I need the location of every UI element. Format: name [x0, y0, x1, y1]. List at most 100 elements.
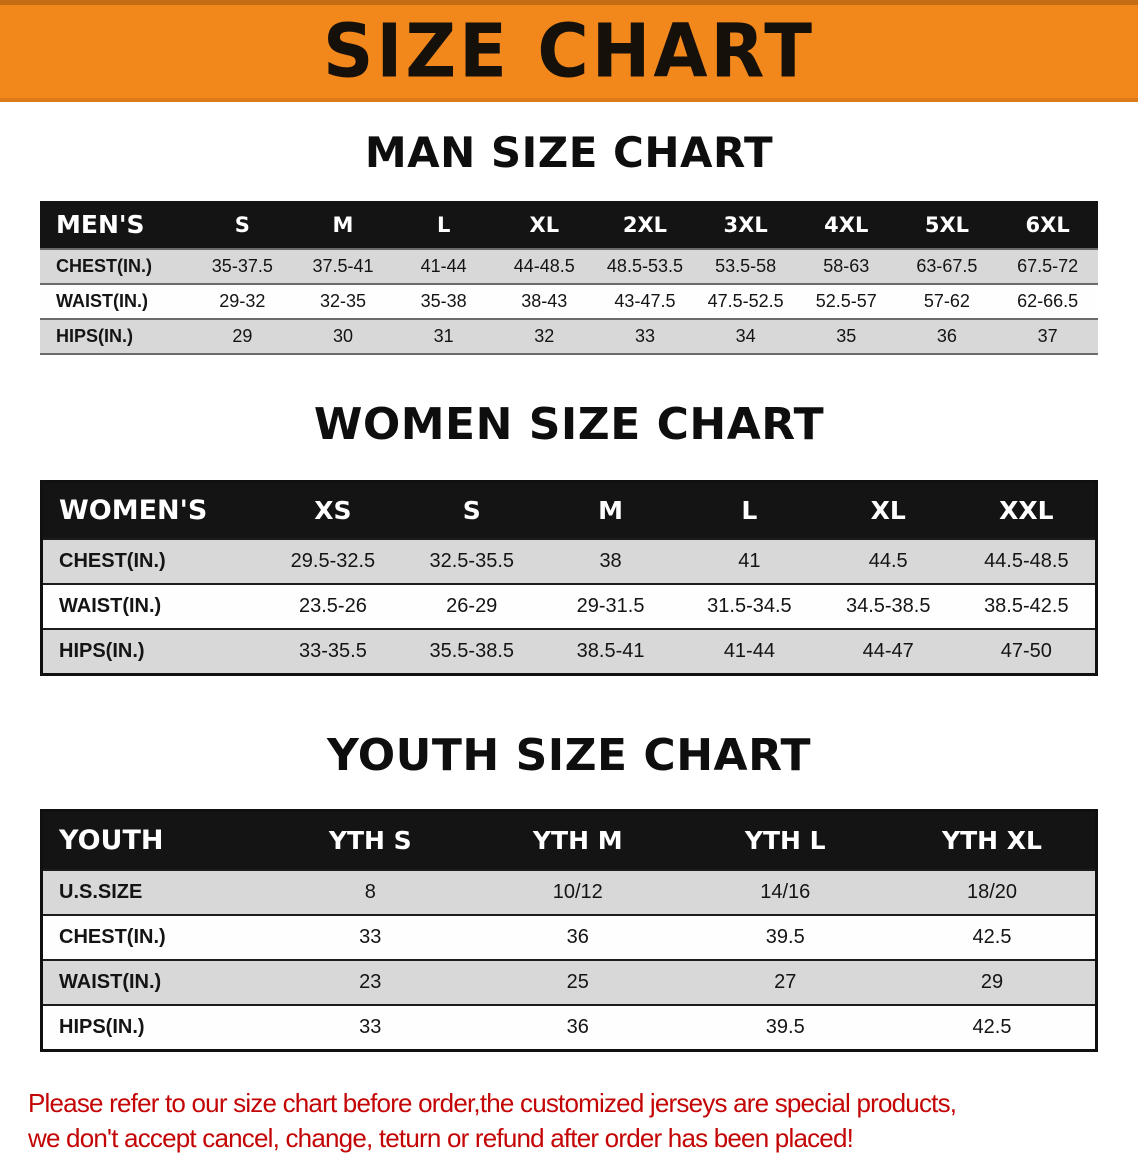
row-label-cell: U.S.SIZE	[59, 881, 143, 903]
header-row: WOMEN'S XS S M L XL XXL	[41, 481, 1097, 539]
youth-section-heading: YOUTH SIZE CHART	[326, 730, 811, 781]
women-section-heading: WOMEN SIZE CHART	[313, 399, 825, 450]
value-cell: 29	[980, 971, 1004, 993]
value-cell: 35	[836, 326, 857, 346]
value-cell: 32.5-35.5	[429, 550, 514, 572]
youth-size-table: YOUTH YTH S YTH M YTH L YTH XL U.S.SIZE 8 10/12…	[40, 809, 1098, 1052]
size-header-cell: YTH M	[474, 810, 682, 870]
value-cell: 52.5-57	[815, 291, 877, 311]
size-header-cell: 4XL	[795, 201, 897, 249]
row-label-cell: WAIST(IN.)	[56, 291, 148, 311]
size-header-cell: L	[393, 201, 494, 249]
value-cell: 33-35.5	[298, 640, 367, 662]
value-cell: 34.5-38.5	[845, 595, 931, 617]
notice-line-2: we don't accept cancel, change, teturn o…	[28, 1123, 854, 1154]
value-cell: 41	[738, 550, 761, 572]
value-cell: 38.5-41	[576, 640, 645, 662]
title-banner: SIZE CHART	[0, 0, 1138, 102]
value-cell: 44-48.5	[513, 256, 575, 276]
value-cell: 38-43	[521, 291, 568, 311]
row-label-cell: WAIST(IN.)	[59, 595, 162, 617]
value-cell: 23.5-26	[298, 595, 367, 617]
value-cell: 29.5-32.5	[290, 550, 376, 572]
measure-row: CHEST(IN.) 29.5-32.5 32.5-35.5 38 41 44.5 44.5…	[41, 539, 1097, 584]
value-cell: 37	[1037, 326, 1058, 346]
table-title-cell: YOUTH	[41, 810, 267, 870]
notice-line-1: Please refer to our size chart before or…	[28, 1088, 957, 1118]
value-cell: 14/16	[760, 881, 811, 903]
measure-row: WAIST(IN.) 23.5-26 26-29 29-31.5 31.5-34.5 34…	[41, 584, 1097, 629]
value-cell: 43-47.5	[614, 291, 676, 311]
value-cell: 42.5	[972, 1016, 1012, 1038]
value-cell: 67.5-72	[1017, 256, 1079, 276]
size-header-cell: 6XL	[997, 201, 1098, 249]
value-cell: 8	[364, 881, 376, 903]
value-cell: 23	[359, 971, 382, 993]
value-cell: 25	[566, 971, 589, 993]
size-header-cell: XS	[263, 481, 403, 539]
size-header-cell: L	[679, 481, 819, 539]
size-header-cell: 5XL	[896, 201, 998, 249]
row-label-cell: CHEST(IN.)	[59, 550, 166, 572]
value-cell: 39.5	[765, 1016, 805, 1038]
measure-row: U.S.SIZE 8 10/12 14/16 18/20	[41, 870, 1097, 915]
size-header-cell: 3XL	[695, 201, 796, 249]
row-label-cell: CHEST(IN.)	[56, 256, 152, 276]
value-cell: 29-32	[219, 291, 266, 311]
size-header-cell: XXL	[957, 481, 1097, 539]
row-label-cell: CHEST(IN.)	[59, 926, 166, 948]
value-cell: 37.5-41	[312, 256, 374, 276]
value-cell: 29-31.5	[576, 595, 645, 617]
value-cell: 32	[534, 326, 555, 346]
value-cell: 47-50	[1000, 640, 1052, 662]
measure-row: CHEST(IN.) 33 36 39.5 42.5	[41, 915, 1097, 960]
value-cell: 36	[936, 326, 957, 346]
value-cell: 63-67.5	[916, 256, 978, 276]
table-title-cell: MEN'S	[40, 201, 192, 249]
women-size-table: WOMEN'S XS S M L XL XXL CHEST(IN.) 29.5-32.5 32.5…	[40, 480, 1098, 676]
value-cell: 38	[599, 550, 622, 572]
table-title-cell: WOMEN'S	[41, 481, 264, 539]
value-cell: 48.5-53.5	[606, 256, 683, 276]
measure-row: HIPS(IN.) 29 30 31 32 33 34 35 36 37	[40, 319, 1098, 354]
size-header-cell: 2XL	[594, 201, 696, 249]
value-cell: 34	[735, 326, 756, 346]
men-size-table: MEN'S S M L XL 2XL 3XL 4XL 5XL 6XL CHEST(IN.) 35-37…	[40, 201, 1098, 355]
value-cell: 35.5-38.5	[429, 640, 514, 662]
size-header-cell: YTH XL	[889, 810, 1097, 870]
row-label-cell: WAIST(IN.)	[59, 971, 162, 993]
measure-row: WAIST(IN.) 23 25 27 29	[41, 960, 1097, 1005]
value-cell: 62-66.5	[1017, 291, 1079, 311]
value-cell: 30	[332, 326, 353, 346]
size-header-cell: S	[192, 201, 293, 249]
header-row: MEN'S S M L XL 2XL 3XL 4XL 5XL 6XL	[40, 201, 1098, 249]
size-header-cell: S	[402, 481, 542, 539]
value-cell: 53.5-58	[715, 256, 777, 276]
value-cell: 38.5-42.5	[984, 595, 1069, 617]
value-cell: 10/12	[552, 881, 603, 903]
men-size-section: MAN SIZE CHART MEN'S S M L XL 2XL 3XL 4XL 5XL 6XL…	[0, 128, 1138, 355]
value-cell: 31	[433, 326, 454, 346]
size-header-cell: YTH L	[681, 810, 889, 870]
value-cell: 18/20	[966, 881, 1018, 903]
value-cell: 47.5-52.5	[707, 291, 784, 311]
value-cell: 29	[232, 326, 253, 346]
value-cell: 26-29	[446, 595, 498, 617]
value-cell: 44.5	[868, 550, 908, 572]
value-cell: 44.5-48.5	[984, 550, 1069, 572]
measure-row: WAIST(IN.) 29-32 32-35 35-38 38-43 43-47.5 47.…	[40, 284, 1098, 319]
value-cell: 35-37.5	[211, 256, 273, 276]
measure-row: HIPS(IN.) 33-35.5 35.5-38.5 38.5-41 41-44 44-…	[41, 629, 1097, 675]
value-cell: 33	[359, 1016, 382, 1038]
row-label-cell: HIPS(IN.)	[59, 640, 145, 662]
page-title: SIZE CHART	[322, 7, 816, 95]
size-header-cell: M	[292, 201, 394, 249]
measure-row: HIPS(IN.) 33 36 39.5 42.5	[41, 1005, 1097, 1051]
value-cell: 41-44	[420, 256, 467, 276]
value-cell: 41-44	[723, 640, 775, 662]
value-cell: 33	[359, 926, 382, 948]
value-cell: 36	[566, 1016, 589, 1038]
header-row: YOUTH YTH S YTH M YTH L YTH XL	[41, 810, 1097, 870]
value-cell: 32-35	[319, 291, 366, 311]
